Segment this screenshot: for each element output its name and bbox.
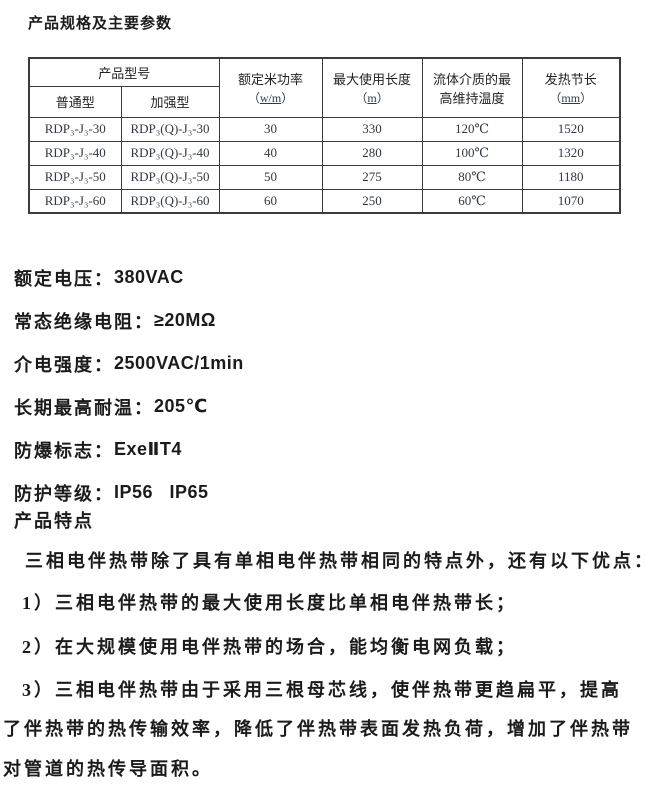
cell-model-normal: RDP₃-J₃-40 (28, 140, 122, 166)
spec-label: 防护等级： (14, 483, 114, 504)
cell-model-normal: RDP₃-J₃-50 (28, 164, 122, 190)
cell-max-length: 330 (321, 116, 423, 142)
spec-list: 额定电压： 380VAC 常态绝缘电阻： ≥20MΩ 介电强度： 2500VAC/1m… (14, 256, 244, 514)
col-header-heat-section: 发热节长 （mm） (521, 57, 621, 118)
cell-model-reinforced: RDP₃(Q)-J₃-40 (120, 140, 220, 166)
table-row: RDP₃-J₃-40 RDP₃(Q)-J₃-40 40 280 100℃ 132… (28, 140, 621, 166)
col-header-rated-power-title: 额定米功率 (238, 72, 304, 88)
col-header-rated-power-unit: （w/m） (247, 91, 294, 106)
cell-model-reinforced: RDP₃(Q)-J₃-30 (120, 116, 220, 142)
cell-temp: 80℃ (421, 164, 523, 190)
col-header-max-length: 最大使用长度 （m） (321, 57, 423, 118)
features-heading: 产品特点 (14, 511, 94, 531)
features-item-2: 2）在大规模使用电伴热带的场合，能均衡电网负载； (22, 637, 517, 657)
cell-section: 1070 (521, 188, 621, 214)
table-body: RDP₃-J₃-30 RDP₃(Q)-J₃-30 30 330 120℃ 152… (28, 116, 621, 214)
table-header: 产品型号 额定米功率 （w/m） 最大使用长度 （m） 流体介质的最 高维持温度… (28, 57, 621, 118)
cell-model-reinforced: RDP₃(Q)-J₃-60 (120, 188, 220, 214)
cell-power: 40 (218, 140, 323, 166)
col-header-max-length-unit: （m） (355, 91, 389, 106)
spec-value: ≥20MΩ (154, 310, 216, 330)
spec-label: 额定电压： (14, 268, 114, 289)
spec-line-max-temperature: 长期最高耐温： 205℃ (14, 385, 244, 428)
spec-value: ExeⅡT4 (114, 439, 182, 459)
cell-power: 30 (218, 116, 323, 142)
cell-max-length: 275 (321, 164, 423, 190)
features-intro: 三相电伴热带除了具有单相电伴热带相同的特点外，还有以下优点： (25, 551, 655, 571)
spec-line-explosion-proof-mark: 防爆标志： ExeⅡT4 (14, 428, 244, 471)
col-header-rated-power: 额定米功率 （w/m） (218, 57, 323, 118)
header-row-1: 产品型号 额定米功率 （w/m） 最大使用长度 （m） 流体介质的最 高维持温度… (28, 57, 621, 118)
col-header-fluid-temp: 流体介质的最 高维持温度 (421, 57, 523, 118)
col-header-max-length-title: 最大使用长度 (333, 72, 412, 88)
page-title: 产品规格及主要参数 (28, 15, 173, 32)
cell-section: 1180 (521, 164, 621, 190)
cell-section: 1520 (521, 116, 621, 142)
table-row: RDP₃-J₃-50 RDP₃(Q)-J₃-50 50 275 80℃ 1180 (28, 164, 621, 190)
col-header-normal-type: 普通型 (28, 85, 122, 118)
features-item-3-line-1: 3）三相电伴热带由于采用三根母芯线，使伴热带更趋扁平，提高 (22, 680, 622, 700)
cell-power: 60 (218, 188, 323, 214)
features-item-3-line-3: 对管道的热传导面积。 (3, 759, 213, 779)
cell-power: 50 (218, 164, 323, 190)
spec-label: 介电强度： (14, 354, 114, 375)
cell-model-reinforced: RDP₃(Q)-J₃-50 (120, 164, 220, 190)
header-row-2: 普通型 加强型 (28, 85, 620, 118)
spec-line-dielectric-strength: 介电强度： 2500VAC/1min (14, 342, 244, 385)
cell-temp: 60℃ (421, 188, 523, 214)
spec-label: 常态绝缘电阻： (14, 311, 154, 332)
cell-temp: 100℃ (421, 140, 523, 166)
table-row: RDP₃-J₃-60 RDP₃(Q)-J₃-60 60 250 60℃ 1070 (28, 188, 621, 214)
cell-model-normal: RDP₃-J₃-30 (28, 116, 122, 142)
spec-line-insulation-resistance: 常态绝缘电阻： ≥20MΩ (14, 299, 244, 342)
spec-value: 205℃ (154, 396, 208, 416)
cell-max-length: 280 (321, 140, 423, 166)
spec-label: 长期最高耐温： (14, 397, 154, 418)
col-header-reinforced-type: 加强型 (120, 85, 220, 118)
features-item-1: 1）三相电伴热带的最大使用长度比单相电伴热带长； (22, 593, 517, 613)
col-header-product-model: 产品型号 (28, 57, 220, 87)
spec-line-protection-rating: 防护等级： IP56 IP65 (14, 471, 244, 514)
spec-line-rated-voltage: 额定电压： 380VAC (14, 256, 244, 299)
table-row: RDP₃-J₃-30 RDP₃(Q)-J₃-30 30 330 120℃ 152… (28, 116, 621, 142)
col-header-heat-section-unit: （mm） (549, 91, 593, 106)
spec-value: 380VAC (114, 267, 184, 287)
cell-model-normal: RDP₃-J₃-60 (28, 188, 122, 214)
product-spec-table: 产品型号 额定米功率 （w/m） 最大使用长度 （m） 流体介质的最 高维持温度… (28, 57, 622, 214)
spec-value: IP56 IP65 (114, 482, 209, 502)
spec-value: 2500VAC/1min (114, 353, 244, 373)
cell-max-length: 250 (321, 188, 423, 214)
col-header-heat-section-title: 发热节长 (544, 72, 597, 88)
spec-label: 防爆标志： (14, 440, 114, 461)
cell-temp: 120℃ (421, 116, 523, 142)
features-item-3-line-2: 了伴热带的热传输效率，降低了伴热带表面发热负荷，增加了伴热带 (3, 719, 633, 739)
cell-section: 1320 (521, 140, 621, 166)
